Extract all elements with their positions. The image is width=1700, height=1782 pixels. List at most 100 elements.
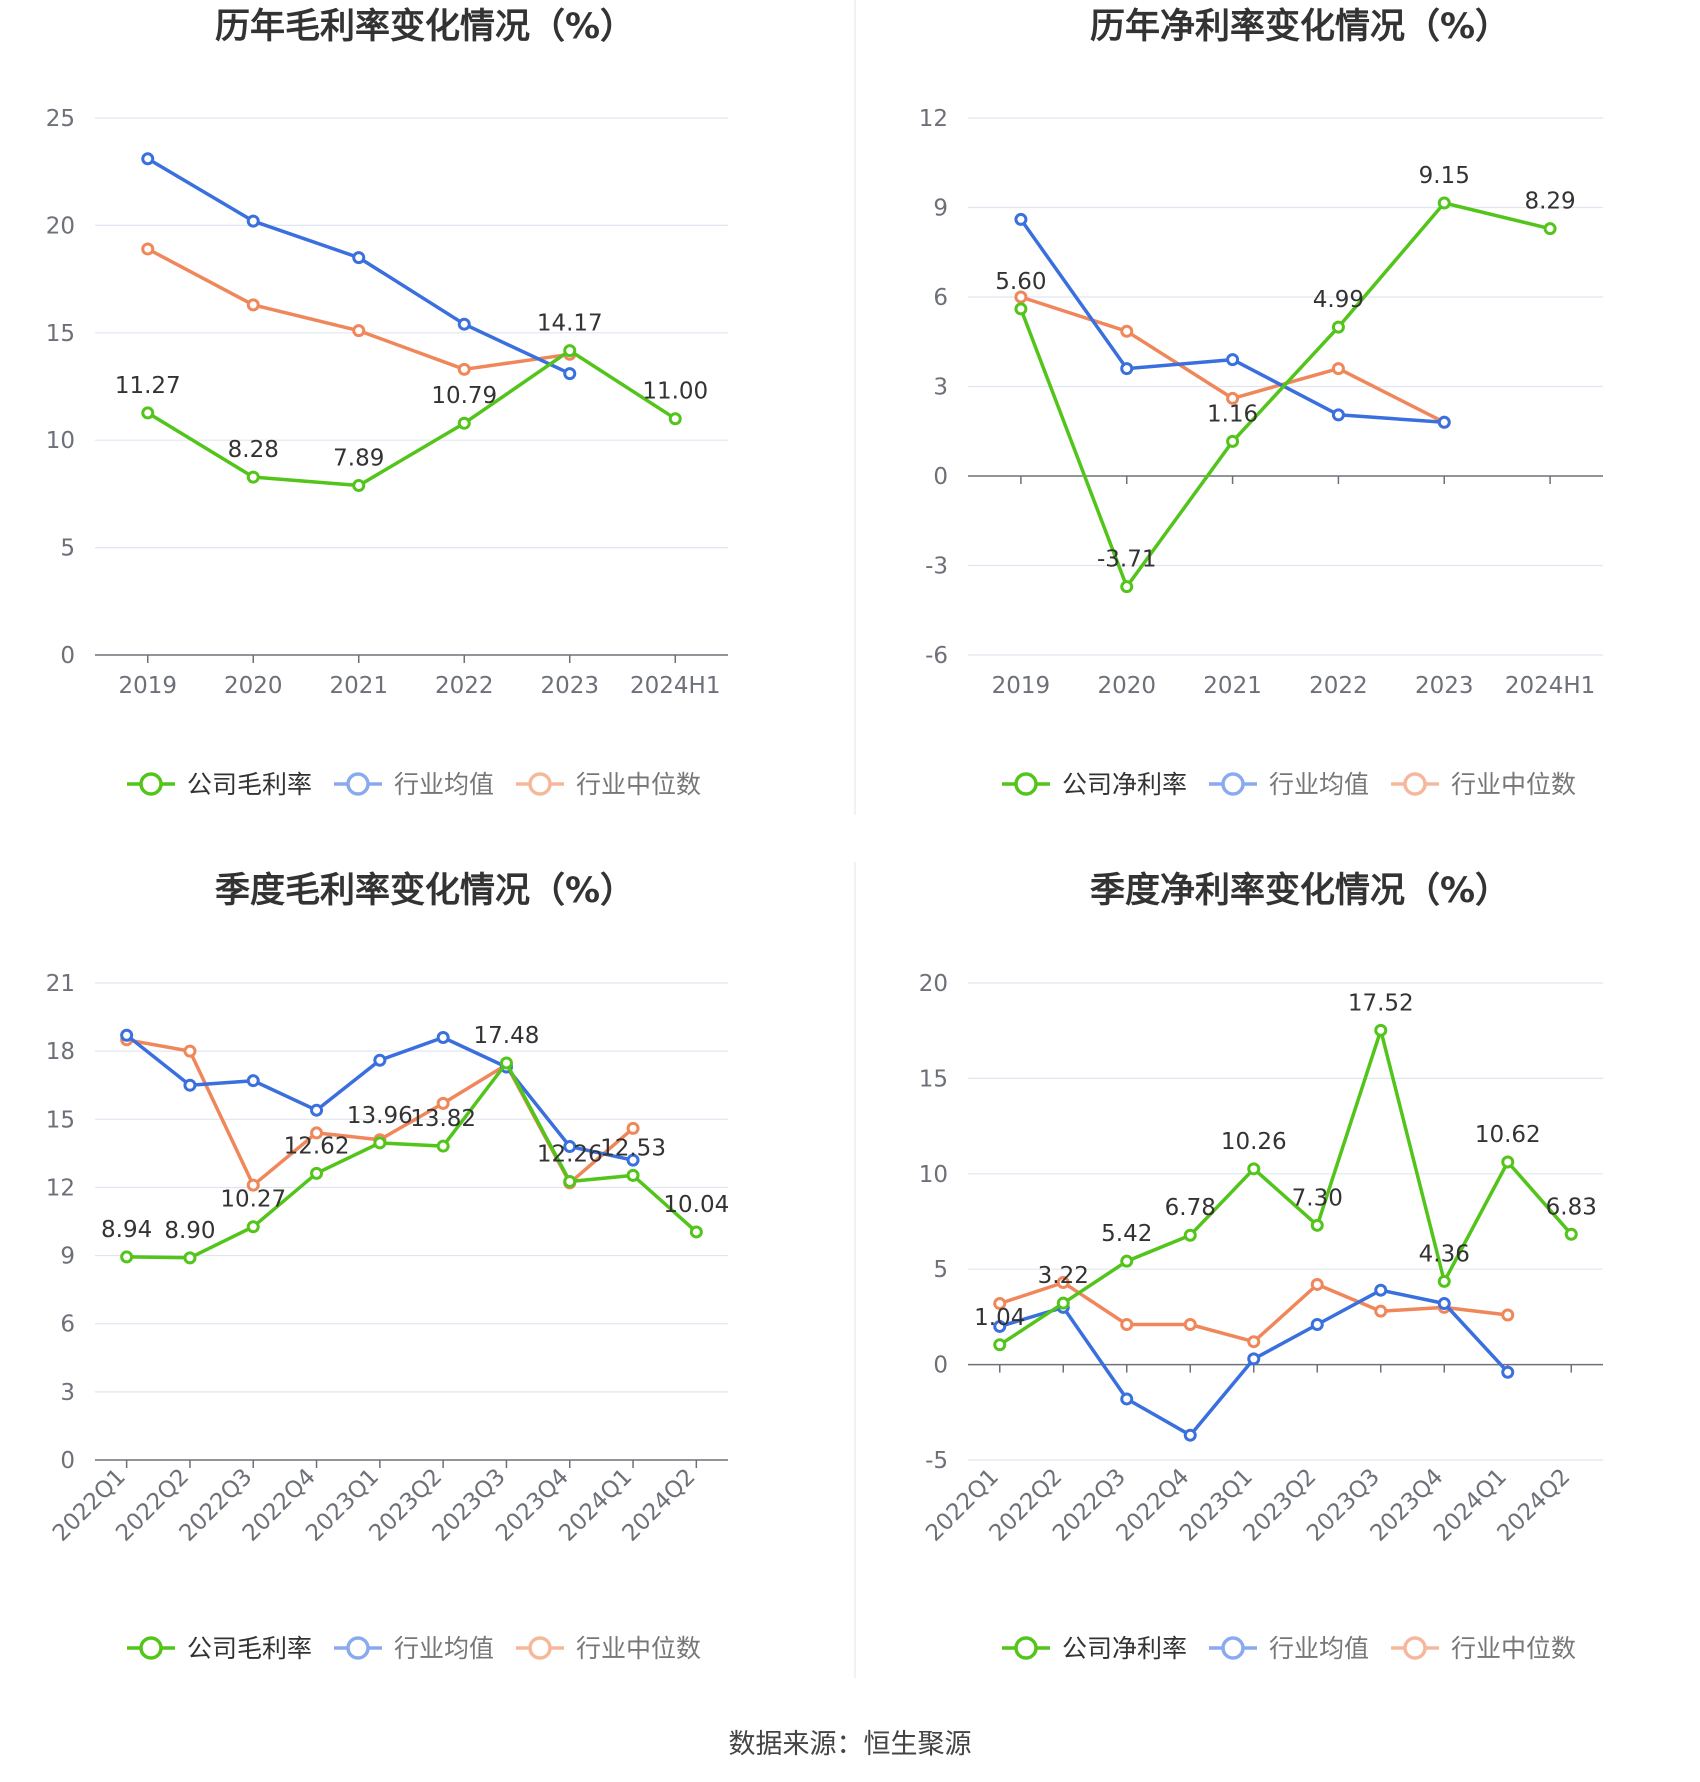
x-tick-label: 2020 xyxy=(224,673,283,699)
chart-title: 历年净利率变化情况（%） xyxy=(1090,7,1510,47)
legend-label: 公司净利率 xyxy=(1062,770,1187,799)
legend-label: 公司净利率 xyxy=(1062,1634,1187,1663)
data-point xyxy=(1120,362,1134,376)
data-label: 10.26 xyxy=(1221,1129,1287,1155)
data-point xyxy=(1056,1276,1070,1290)
x-tick-label: 2023 xyxy=(540,673,599,699)
y-tick-label: 3 xyxy=(60,1380,75,1406)
data-label: 7.30 xyxy=(1292,1185,1343,1211)
data-label: 5.60 xyxy=(995,269,1046,295)
data-point xyxy=(1183,1428,1197,1442)
legend-marker xyxy=(1403,772,1427,796)
data-point xyxy=(1310,1218,1324,1232)
legend-item-2: 行业均值 xyxy=(334,1634,494,1663)
y-tick-label: 25 xyxy=(46,106,75,132)
series-line-3 xyxy=(999,1280,1509,1344)
legend-item-1: 公司净利率 xyxy=(1002,1634,1187,1663)
legend: 公司毛利率 行业均值 行业中位数 xyxy=(127,770,701,799)
x-tick-label: 2019 xyxy=(992,673,1051,699)
data-label: 17.48 xyxy=(474,1023,540,1049)
y-tick-label: 9 xyxy=(60,1244,75,1270)
data-point xyxy=(141,152,155,166)
data-point xyxy=(993,1338,1007,1352)
data-label: 10.27 xyxy=(220,1187,286,1213)
data-point xyxy=(246,470,260,484)
data-point xyxy=(993,1319,1007,1333)
data-label: 7.89 xyxy=(333,446,384,472)
data-point xyxy=(1543,222,1557,236)
legend-marker xyxy=(528,772,552,796)
data-point xyxy=(1310,1318,1324,1332)
data-label: 8.29 xyxy=(1524,189,1575,215)
data-point xyxy=(1226,391,1240,405)
chart-2: 历年净利率变化情况（%） -6 -3 0 3 6 9 12 2019 2020 2021 2022 20… xyxy=(919,7,1603,799)
data-point xyxy=(1501,1155,1515,1169)
data-label: 8.94 xyxy=(101,1217,152,1243)
data-point xyxy=(120,1028,134,1042)
data-label: 11.00 xyxy=(642,379,708,405)
series-line-1 xyxy=(998,1028,1573,1347)
y-tick-label: 10 xyxy=(46,428,75,454)
x-tick-label: 2024H1 xyxy=(630,673,720,699)
data-point xyxy=(626,1153,640,1167)
data-point xyxy=(1374,1023,1388,1037)
data-point xyxy=(1120,324,1134,338)
legend-label: 行业均值 xyxy=(1269,1634,1369,1663)
data-point xyxy=(499,1056,513,1070)
y-tick-label: 0 xyxy=(60,1448,75,1474)
data-point xyxy=(563,344,577,358)
y-tick-label: 0 xyxy=(933,464,948,490)
legend-marker xyxy=(1403,1636,1427,1660)
data-point xyxy=(1014,290,1028,304)
data-label: 10.62 xyxy=(1475,1122,1541,1148)
x-tick-label: 2023 xyxy=(1415,673,1474,699)
data-label: 1.16 xyxy=(1207,401,1258,427)
legend-marker xyxy=(1221,1636,1245,1660)
legend-item-3: 行业中位数 xyxy=(1391,770,1576,799)
series-line-2 xyxy=(146,157,571,376)
legend: 公司净利率 行业均值 行业中位数 xyxy=(1002,1634,1576,1663)
data-source: 数据来源：恒生聚源 xyxy=(728,1729,972,1760)
legend-item-1: 公司毛利率 xyxy=(127,770,312,799)
data-point xyxy=(1331,362,1345,376)
legend-item-2: 行业均值 xyxy=(1209,1634,1369,1663)
data-label: 8.90 xyxy=(164,1218,215,1244)
data-point xyxy=(183,1251,197,1265)
legend-marker xyxy=(528,1636,552,1660)
x-tick-label: 2019 xyxy=(118,673,177,699)
legend-marker xyxy=(346,772,370,796)
x-tick-label: 2022 xyxy=(435,673,494,699)
data-point xyxy=(352,324,366,338)
data-point xyxy=(1331,320,1345,334)
chart-4: 季度净利率变化情况（%）-5051015202022Q12022Q22022Q3… xyxy=(919,871,1603,1663)
data-label: 1.04 xyxy=(974,1305,1025,1331)
y-tick-label: 9 xyxy=(933,196,948,222)
legend-label: 公司毛利率 xyxy=(187,770,312,799)
data-point xyxy=(668,412,682,426)
legend: 公司毛利率 行业均值 行业中位数 xyxy=(127,1634,701,1663)
legend-label: 行业中位数 xyxy=(1451,770,1576,799)
data-label: 13.82 xyxy=(410,1106,476,1132)
data-point xyxy=(626,1168,640,1182)
y-tick-label: -5 xyxy=(925,1448,948,1474)
legend-marker xyxy=(1014,1636,1038,1660)
legend-label: 行业中位数 xyxy=(576,770,701,799)
data-point xyxy=(563,1175,577,1189)
legend-label: 行业中位数 xyxy=(576,1634,701,1663)
x-tick-label: 2021 xyxy=(1203,673,1262,699)
data-point xyxy=(246,1220,260,1234)
chart-title: 历年毛利率变化情况（%） xyxy=(215,7,635,47)
x-tick-label: 2021 xyxy=(329,673,388,699)
legend-item-3: 行业中位数 xyxy=(516,1634,701,1663)
y-tick-label: 15 xyxy=(919,1066,948,1092)
legend-item-2: 行业均值 xyxy=(334,770,494,799)
y-tick-label: -3 xyxy=(925,554,948,580)
data-point xyxy=(1310,1277,1324,1291)
y-tick-label: 12 xyxy=(46,1175,75,1201)
data-label: 12.53 xyxy=(600,1135,666,1161)
data-point xyxy=(1437,1274,1451,1288)
y-tick-label: 15 xyxy=(46,1107,75,1133)
legend-label: 行业中位数 xyxy=(1451,1634,1576,1663)
data-point xyxy=(120,1250,134,1264)
y-tick-label: 6 xyxy=(933,285,948,311)
